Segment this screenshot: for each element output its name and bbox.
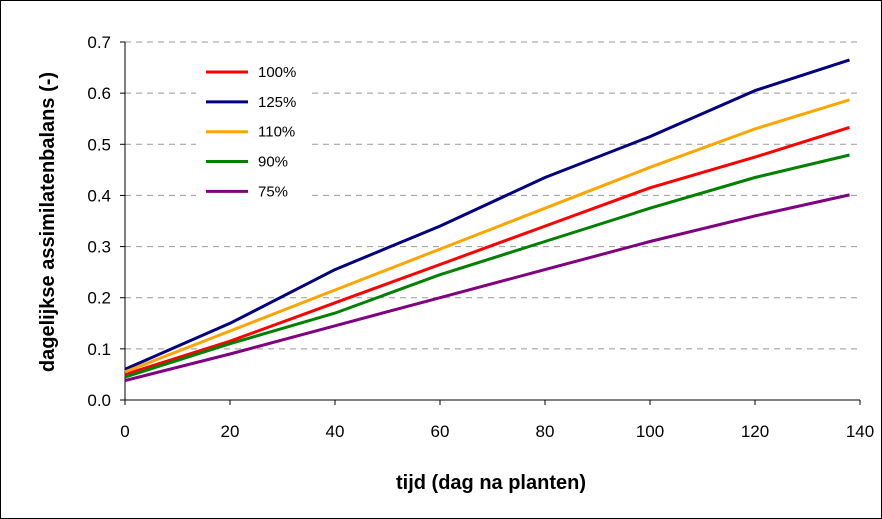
series-line-125pct	[124, 58, 850, 371]
series-lines	[124, 58, 850, 383]
series-line-100pct	[124, 125, 850, 376]
legend-label: 110%	[258, 124, 295, 141]
legend-label: 75%	[258, 183, 288, 200]
y-axis-label: dagelijkse assimilatenbalans (-)	[37, 72, 59, 372]
y-tick-label: 0.3	[87, 238, 111, 257]
y-tick-label: 0.6	[87, 84, 111, 103]
axes	[120, 41, 861, 405]
x-tick-label: 40	[326, 422, 345, 441]
x-tick-label: 20	[221, 422, 240, 441]
series-line-110pct	[124, 98, 850, 374]
x-tick-label: 0	[120, 422, 129, 441]
y-tick-label: 0.2	[87, 289, 111, 308]
x-tick-label: 100	[636, 422, 664, 441]
x-tick-label: 140	[846, 422, 874, 441]
legend-label: 125%	[258, 94, 296, 111]
y-tick-label: 0.1	[87, 340, 111, 359]
series-line-75pct	[124, 193, 850, 383]
y-tick-label: 0.7	[87, 33, 111, 52]
y-tick-label: 0.0	[87, 391, 111, 410]
x-tick-label: 80	[536, 422, 555, 441]
x-tick-labels: 0 20 40 60 80 100 120 140	[120, 422, 874, 441]
x-tick-label: 120	[741, 422, 769, 441]
x-tick-label: 60	[431, 422, 450, 441]
legend-label: 100%	[258, 64, 296, 81]
x-axis-label: tijd (dag na planten)	[396, 472, 586, 494]
y-tick-label: 0.5	[87, 135, 111, 154]
legend: 100% 125% 110% 90% 75%	[196, 56, 309, 218]
legend-label: 90%	[258, 154, 288, 171]
y-tick-label: 0.4	[87, 186, 111, 205]
y-tick-labels: 0.0 0.1 0.2 0.3 0.4 0.5 0.6 0.7	[87, 33, 111, 410]
series-line-90pct	[124, 153, 850, 379]
